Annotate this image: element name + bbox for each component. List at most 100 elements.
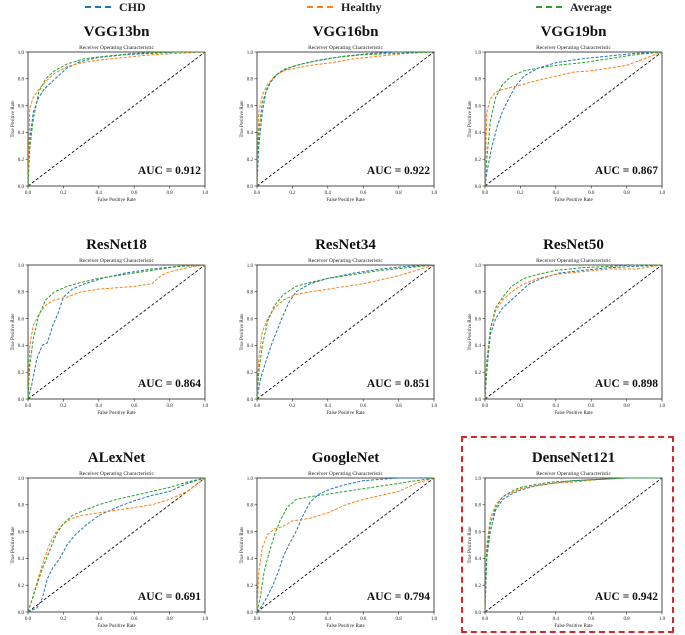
plot-title: Receiver Operating Characteristic <box>308 258 383 264</box>
x-tick-label: 0.6 <box>588 191 595 196</box>
roc-curve-average <box>484 51 663 187</box>
chance-line <box>27 477 206 613</box>
y-tick-label: 0.0 <box>247 398 254 403</box>
legend: CHD Healthy Average <box>0 0 685 14</box>
roc-curve-healthy <box>27 264 206 400</box>
roc-curve-average <box>484 477 662 613</box>
y-tick-label: 0.0 <box>475 611 482 616</box>
x-axis-label: False Positive Rate <box>326 198 365 203</box>
y-tick-label: 0.2 <box>475 371 482 376</box>
plot-frame <box>27 51 206 187</box>
x-axis-label: False Positive Rate <box>554 624 593 629</box>
x-tick-label: 0.0 <box>25 617 32 622</box>
legend-line-healthy <box>307 6 333 8</box>
x-tick-label: 0.8 <box>623 191 630 196</box>
x-tick-label: 0.0 <box>254 404 261 409</box>
plot-frame <box>484 264 663 400</box>
x-tick-label: 0.2 <box>289 191 296 196</box>
y-tick-label: 0.2 <box>18 584 25 589</box>
y-tick-label: 0.2 <box>247 158 254 163</box>
x-tick-label: 1.0 <box>431 191 438 196</box>
x-tick-label: 0.2 <box>517 191 524 196</box>
auc-label: AUC = 0.922 <box>367 165 430 177</box>
x-tick-label: 0.2 <box>60 191 67 196</box>
y-tick-label: 0.2 <box>475 584 482 589</box>
y-axis-label: True Positive Rate <box>240 313 245 351</box>
x-tick-label: 0.8 <box>395 617 402 622</box>
model-title: GoogleNet <box>312 450 379 466</box>
x-tick-label: 1.0 <box>202 191 209 196</box>
y-tick-label: 0.4 <box>18 557 25 562</box>
auc-label: AUC = 0.912 <box>138 165 201 177</box>
y-axis-label: True Positive Rate <box>11 100 16 138</box>
plot-title: Receiver Operating Characteristic <box>308 471 383 477</box>
y-tick-label: 0.6 <box>475 104 482 109</box>
y-axis-label: True Positive Rate <box>468 526 473 564</box>
y-tick-label: 0.2 <box>247 371 254 376</box>
auc-label: AUC = 0.794 <box>367 591 430 603</box>
x-tick-label: 0.4 <box>325 191 332 196</box>
y-tick-label: 0.6 <box>475 317 482 322</box>
y-tick-label: 1.0 <box>247 51 254 56</box>
x-tick-label: 0.0 <box>254 617 261 622</box>
y-tick-label: 0.4 <box>247 131 254 136</box>
roc-curve-healthy <box>27 51 206 187</box>
y-tick-label: 0.8 <box>247 291 254 296</box>
legend-line-average <box>536 6 562 8</box>
x-axis-label: False Positive Rate <box>326 411 365 416</box>
x-tick-label: 1.0 <box>431 404 438 409</box>
model-title: VGG13bn <box>84 24 151 40</box>
y-tick-label: 0.6 <box>247 530 254 535</box>
x-tick-label: 0.6 <box>360 404 367 409</box>
x-tick-label: 0.4 <box>325 404 332 409</box>
x-axis-label: False Positive Rate <box>554 198 593 203</box>
chance-line <box>27 264 206 400</box>
auc-label: AUC = 0.851 <box>367 378 430 390</box>
model-title: ALexNet <box>88 450 145 466</box>
model-title: DenseNet121 <box>532 450 615 466</box>
roc-curve-healthy <box>484 51 663 187</box>
y-tick-label: 0.4 <box>475 131 482 136</box>
plot-frame <box>27 477 206 613</box>
y-tick-label: 1.0 <box>475 51 482 56</box>
plot-frame <box>27 264 206 400</box>
x-tick-label: 0.2 <box>289 617 296 622</box>
y-tick-label: 0.6 <box>18 317 25 322</box>
auc-label: AUC = 0.867 <box>595 165 658 177</box>
roc-curve-chd <box>256 477 434 613</box>
x-tick-label: 0.4 <box>553 191 560 196</box>
x-axis-label: False Positive Rate <box>554 411 593 416</box>
x-tick-label: 0.6 <box>588 617 595 622</box>
roc-curve-healthy <box>256 477 435 613</box>
x-tick-label: 0.8 <box>623 404 630 409</box>
legend-item-average: Average <box>536 0 612 14</box>
y-tick-label: 0.4 <box>18 131 25 136</box>
x-tick-label: 0.8 <box>166 404 173 409</box>
legend-label-healthy: Healthy <box>341 0 382 14</box>
y-tick-label: 0.4 <box>475 557 482 562</box>
x-tick-label: 0.2 <box>60 404 67 409</box>
legend-item-chd: CHD <box>85 0 146 14</box>
roc-curve-chd <box>27 477 206 613</box>
x-tick-label: 0.6 <box>360 617 367 622</box>
x-tick-label: 1.0 <box>431 617 438 622</box>
plot-frame <box>484 51 663 187</box>
x-tick-label: 0.0 <box>482 617 489 622</box>
roc-curve-chd <box>27 264 206 400</box>
x-tick-label: 0.2 <box>517 617 524 622</box>
y-axis-label: True Positive Rate <box>11 526 16 564</box>
roc-curve-healthy <box>27 477 206 613</box>
x-tick-label: 0.8 <box>395 191 402 196</box>
roc-curve-healthy <box>256 264 435 400</box>
roc-curve-chd <box>256 264 435 400</box>
plot-frame <box>484 477 663 613</box>
x-tick-label: 0.6 <box>588 404 595 409</box>
model-title: VGG19bn <box>541 24 608 40</box>
x-tick-label: 0.4 <box>325 617 332 622</box>
x-tick-label: 0.2 <box>289 404 296 409</box>
